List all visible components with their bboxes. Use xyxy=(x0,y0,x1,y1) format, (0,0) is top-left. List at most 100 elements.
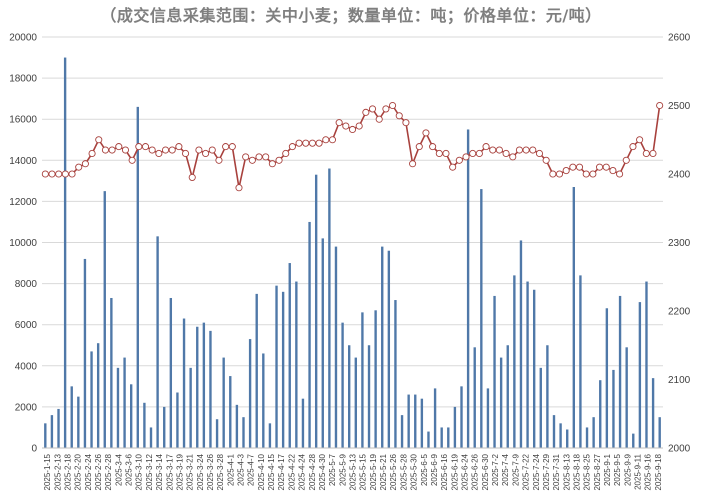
price-point xyxy=(609,167,617,175)
x-tick-label: 2025-7-2 xyxy=(491,453,500,486)
price-point xyxy=(636,136,644,144)
x-tick-label: 2025-6-5 xyxy=(420,453,429,486)
x-tick-label: 2025-4-1 xyxy=(226,453,235,486)
quantity-bar xyxy=(116,367,120,448)
x-tick-label: 2025-3-24 xyxy=(196,453,205,490)
x-tick-label: 2025-7-24 xyxy=(532,453,541,490)
price-point xyxy=(262,153,270,161)
quantity-bar xyxy=(90,351,93,448)
x-tick-label: 2025-2-24 xyxy=(84,453,93,490)
quantity-bar xyxy=(460,386,463,448)
y-left-tick-label: 10000 xyxy=(9,238,37,249)
price-point xyxy=(81,160,89,168)
x-tick-label: 2025-5-19 xyxy=(369,453,378,490)
quantity-bar xyxy=(658,417,661,448)
price-point xyxy=(489,146,497,154)
x-tick-label: 2025-8-25 xyxy=(583,453,592,490)
bar-layer xyxy=(44,57,661,449)
y-left-tick-label: 2000 xyxy=(15,402,38,413)
y-right-tick-label: 2500 xyxy=(668,101,691,112)
quantity-bar xyxy=(341,322,344,448)
price-point xyxy=(429,143,437,151)
quantity-bar xyxy=(308,221,311,448)
quantity-bar xyxy=(96,343,100,448)
price-point xyxy=(161,146,170,154)
price-point xyxy=(282,149,290,157)
price-point xyxy=(128,156,136,164)
x-tick-label: 2025-5-28 xyxy=(399,453,408,490)
x-tick-label: 2025-4-28 xyxy=(308,453,317,490)
price-point xyxy=(529,146,537,154)
x-tick-label: 2025-9-9 xyxy=(623,453,632,486)
quantity-bar xyxy=(70,386,73,448)
y-left-tick-label: 20000 xyxy=(9,33,37,44)
price-point xyxy=(362,108,370,116)
price-point xyxy=(575,163,584,171)
x-tick-label: 2025-3-12 xyxy=(145,453,154,490)
x-tick-label: 2025-3-26 xyxy=(206,453,215,490)
quantity-bar xyxy=(235,404,239,448)
quantity-bar xyxy=(400,415,404,448)
price-point xyxy=(248,156,256,164)
y-left-tick-label: 0 xyxy=(31,444,37,455)
price-point xyxy=(549,170,557,178)
quantity-bar xyxy=(130,384,133,448)
quantity-bar xyxy=(447,427,450,448)
price-point xyxy=(395,112,403,120)
price-point xyxy=(555,170,564,178)
price-point xyxy=(288,143,296,151)
price-point xyxy=(475,149,483,157)
price-point xyxy=(155,149,163,157)
x-tick-label: 2025-4-22 xyxy=(287,453,296,490)
quantity-bar xyxy=(453,406,457,448)
y-right-tick-label: 2100 xyxy=(668,375,691,386)
x-tick-label: 2025-2-18 xyxy=(63,453,72,490)
price-point xyxy=(295,139,303,147)
x-tick-label: 2025-3-17 xyxy=(165,453,174,490)
x-tick-label: 2025-2-13 xyxy=(53,453,62,490)
quantity-bar xyxy=(599,380,602,448)
x-tick-label: 2025-5-15 xyxy=(359,453,368,490)
grid-layer xyxy=(42,36,663,449)
quantity-bar xyxy=(50,415,54,448)
price-point xyxy=(389,101,397,110)
price-point xyxy=(449,163,457,171)
price-point xyxy=(629,143,637,151)
quantity-bar xyxy=(156,236,159,448)
quantity-bar xyxy=(427,431,430,448)
quantity-bar xyxy=(374,310,377,448)
price-point xyxy=(616,170,624,178)
price-point xyxy=(402,119,410,127)
quantity-bar xyxy=(433,388,437,448)
quantity-bar xyxy=(44,423,47,448)
y-right-tick-label: 2200 xyxy=(668,307,691,318)
price-point xyxy=(535,149,544,157)
x-tick-label: 2025-6-26 xyxy=(471,453,480,490)
x-tick-label: 2025-3-14 xyxy=(155,453,164,490)
x-tick-label: 2025-6-9 xyxy=(430,453,439,486)
quantity-bar xyxy=(513,275,516,448)
price-point xyxy=(182,149,190,157)
price-point xyxy=(328,136,337,144)
price-point xyxy=(502,149,510,157)
quantity-bar xyxy=(526,281,529,448)
quantity-bar xyxy=(546,345,549,448)
price-point xyxy=(462,153,470,161)
price-point xyxy=(542,156,550,164)
quantity-bar xyxy=(328,168,331,448)
quantity-bar xyxy=(407,394,410,448)
quantity-bar xyxy=(414,394,417,448)
price-point xyxy=(515,146,523,154)
quantity-bar xyxy=(209,330,212,448)
quantity-bar xyxy=(506,345,509,448)
price-point xyxy=(195,146,203,154)
price-point xyxy=(602,163,610,171)
quantity-bar xyxy=(585,427,589,448)
x-tick-label: 2025-3-6 xyxy=(125,453,134,486)
x-tick-label: 2025-6-16 xyxy=(440,453,449,490)
x-tick-label: 2025-7-29 xyxy=(542,453,551,490)
quantity-bar xyxy=(592,417,595,448)
price-point xyxy=(375,115,383,123)
y-right-tick-label: 2400 xyxy=(668,170,691,181)
